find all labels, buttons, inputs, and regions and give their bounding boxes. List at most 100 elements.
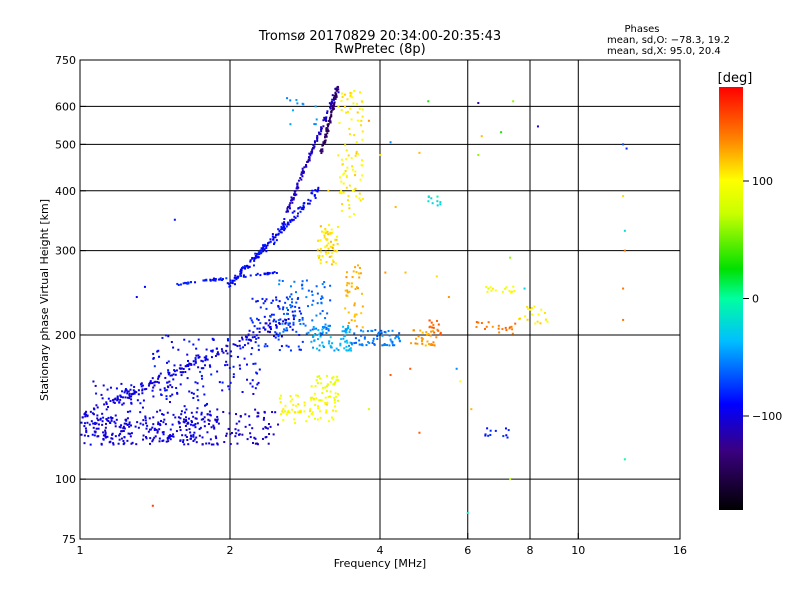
data-point: [429, 334, 432, 337]
data-point: [338, 191, 341, 194]
data-point: [357, 152, 360, 155]
data-point: [302, 171, 305, 174]
data-point: [145, 427, 148, 430]
data-point: [311, 294, 314, 297]
data-point: [354, 170, 357, 173]
data-point: [206, 413, 209, 416]
data-point: [269, 328, 272, 331]
data-point: [361, 138, 364, 141]
data-point: [331, 247, 334, 250]
data-point: [274, 411, 277, 414]
data-point: [314, 403, 317, 406]
data-point: [104, 426, 107, 429]
data-point: [245, 363, 248, 366]
data-point: [348, 344, 351, 347]
data-point: [171, 386, 174, 389]
data-point: [233, 276, 236, 279]
data-point: [105, 401, 108, 404]
data-point: [221, 381, 224, 384]
data-point: [313, 328, 316, 331]
data-point: [528, 308, 531, 311]
data-point: [272, 320, 275, 323]
data-point: [243, 357, 246, 360]
data-point: [319, 332, 322, 335]
data-point: [319, 297, 322, 300]
data-point: [212, 443, 215, 446]
data-point: [225, 277, 228, 280]
data-point: [316, 136, 319, 139]
data-point: [126, 392, 129, 395]
data-point: [345, 174, 348, 177]
data-point: [489, 286, 492, 289]
x-tick-label: 2: [227, 544, 234, 557]
data-point: [292, 218, 295, 221]
data-point: [286, 207, 289, 210]
data-point: [251, 321, 254, 324]
data-point: [342, 173, 345, 176]
data-point: [436, 200, 439, 203]
data-point: [226, 282, 229, 285]
data-point: [340, 180, 343, 183]
data-point: [262, 250, 265, 253]
data-point: [301, 316, 304, 319]
data-point: [459, 380, 462, 383]
data-point: [216, 415, 219, 418]
data-point: [253, 436, 256, 439]
data-point: [274, 336, 277, 339]
data-point: [480, 135, 483, 138]
data-point: [325, 261, 328, 264]
data-point: [248, 338, 251, 341]
data-point: [357, 272, 360, 275]
data-point: [475, 325, 478, 328]
data-point: [281, 226, 284, 229]
data-point: [283, 221, 286, 224]
data-point: [352, 270, 355, 273]
data-point: [180, 410, 183, 413]
data-point: [319, 262, 322, 265]
data-point: [238, 340, 241, 343]
data-point: [209, 438, 212, 441]
data-point: [204, 356, 207, 359]
data-point: [188, 362, 191, 365]
data-point: [361, 174, 364, 177]
data-point: [327, 130, 330, 133]
data-point: [257, 318, 260, 321]
data-point: [162, 421, 165, 424]
data-point: [289, 219, 292, 222]
data-point: [309, 199, 312, 202]
data-point: [250, 353, 253, 356]
data-point: [331, 259, 334, 262]
data-point: [333, 94, 336, 97]
data-point: [202, 279, 205, 282]
data-point: [287, 345, 290, 348]
data-point: [327, 329, 330, 332]
data-point: [177, 348, 180, 351]
data-point: [286, 329, 289, 332]
data-point: [97, 427, 100, 430]
data-point: [485, 285, 488, 288]
data-point: [166, 411, 169, 414]
data-point: [335, 95, 338, 98]
data-point: [83, 422, 86, 425]
data-point: [287, 323, 290, 326]
data-point: [202, 367, 205, 370]
data-point: [332, 103, 335, 106]
data-point: [322, 119, 325, 122]
data-point: [419, 329, 422, 332]
data-point: [275, 325, 278, 328]
data-point: [301, 340, 304, 343]
data-point: [331, 98, 334, 101]
data-point: [287, 298, 290, 301]
data-point: [222, 351, 225, 354]
data-point: [311, 319, 314, 322]
data-point: [330, 263, 333, 266]
data-point: [257, 381, 260, 384]
data-point: [272, 238, 275, 241]
data-point: [201, 443, 204, 446]
data-point: [242, 274, 245, 277]
data-point: [346, 294, 349, 297]
data-point: [193, 363, 196, 366]
data-point: [329, 344, 332, 347]
data-point: [255, 317, 258, 320]
data-point: [255, 337, 258, 340]
